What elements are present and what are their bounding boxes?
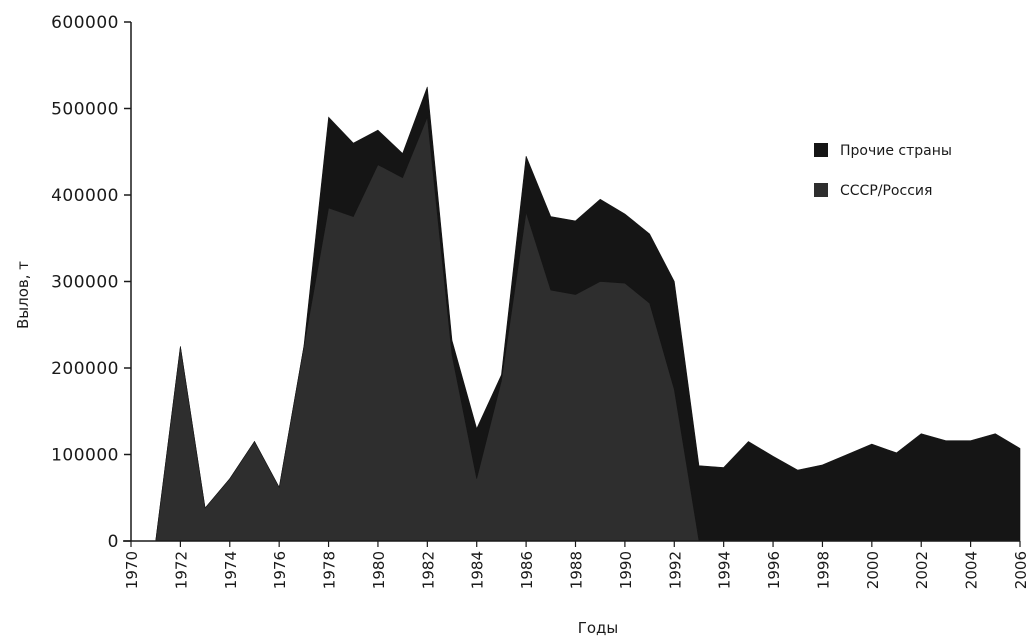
x-tick-label: 1972 [172,551,190,589]
x-tick-label: 2000 [864,551,882,589]
x-tick-label: 1984 [469,551,487,589]
y-axis-label: Вылов, т [14,261,32,329]
x-tick-label: 1970 [123,551,141,589]
x-tick-label: 2002 [913,551,931,589]
x-tick-label: 1990 [617,551,635,589]
x-tick-label: 1976 [271,551,289,589]
y-tick-label: 400000 [51,186,119,206]
legend-swatch [814,183,828,197]
x-tick-label: 1974 [222,551,240,589]
x-tick-label: 1980 [370,551,388,589]
x-axis-label: Годы [578,619,619,637]
x-tick-label: 1988 [568,551,586,589]
y-tick-label: 200000 [51,359,119,379]
x-tick-label: 1992 [666,551,684,589]
y-tick-label: 0 [108,532,119,552]
x-tick-label: 1998 [814,551,832,589]
y-tick-label: 300000 [51,273,119,293]
legend-label: СССР/Россия [840,183,932,199]
y-tick-label: 100000 [51,446,119,466]
x-tick-label: 1996 [765,551,783,589]
legend-label: Прочие страны [840,143,952,159]
legend: Прочие страны СССР/Россия [814,143,952,199]
y-tick-label: 500000 [51,100,119,120]
x-tick-label: 1994 [716,551,734,589]
area-series-2 [155,86,1021,542]
x-tick-label: 1986 [518,551,536,589]
x-tick-label: 2006 [1012,551,1030,589]
x-axis-ticks: 1970 1972 1974 1976 1978 1980 1982 1984 1986 1988… [123,541,1030,589]
x-tick-label: 1978 [321,551,339,589]
y-tick-label: 600000 [51,13,119,33]
legend-swatch [814,143,828,157]
y-axis-ticks: 0 100000 200000 300000 400000 500000 600000 [51,13,131,552]
x-tick-label: 1982 [419,551,437,589]
x-tick-label: 2004 [963,551,981,589]
